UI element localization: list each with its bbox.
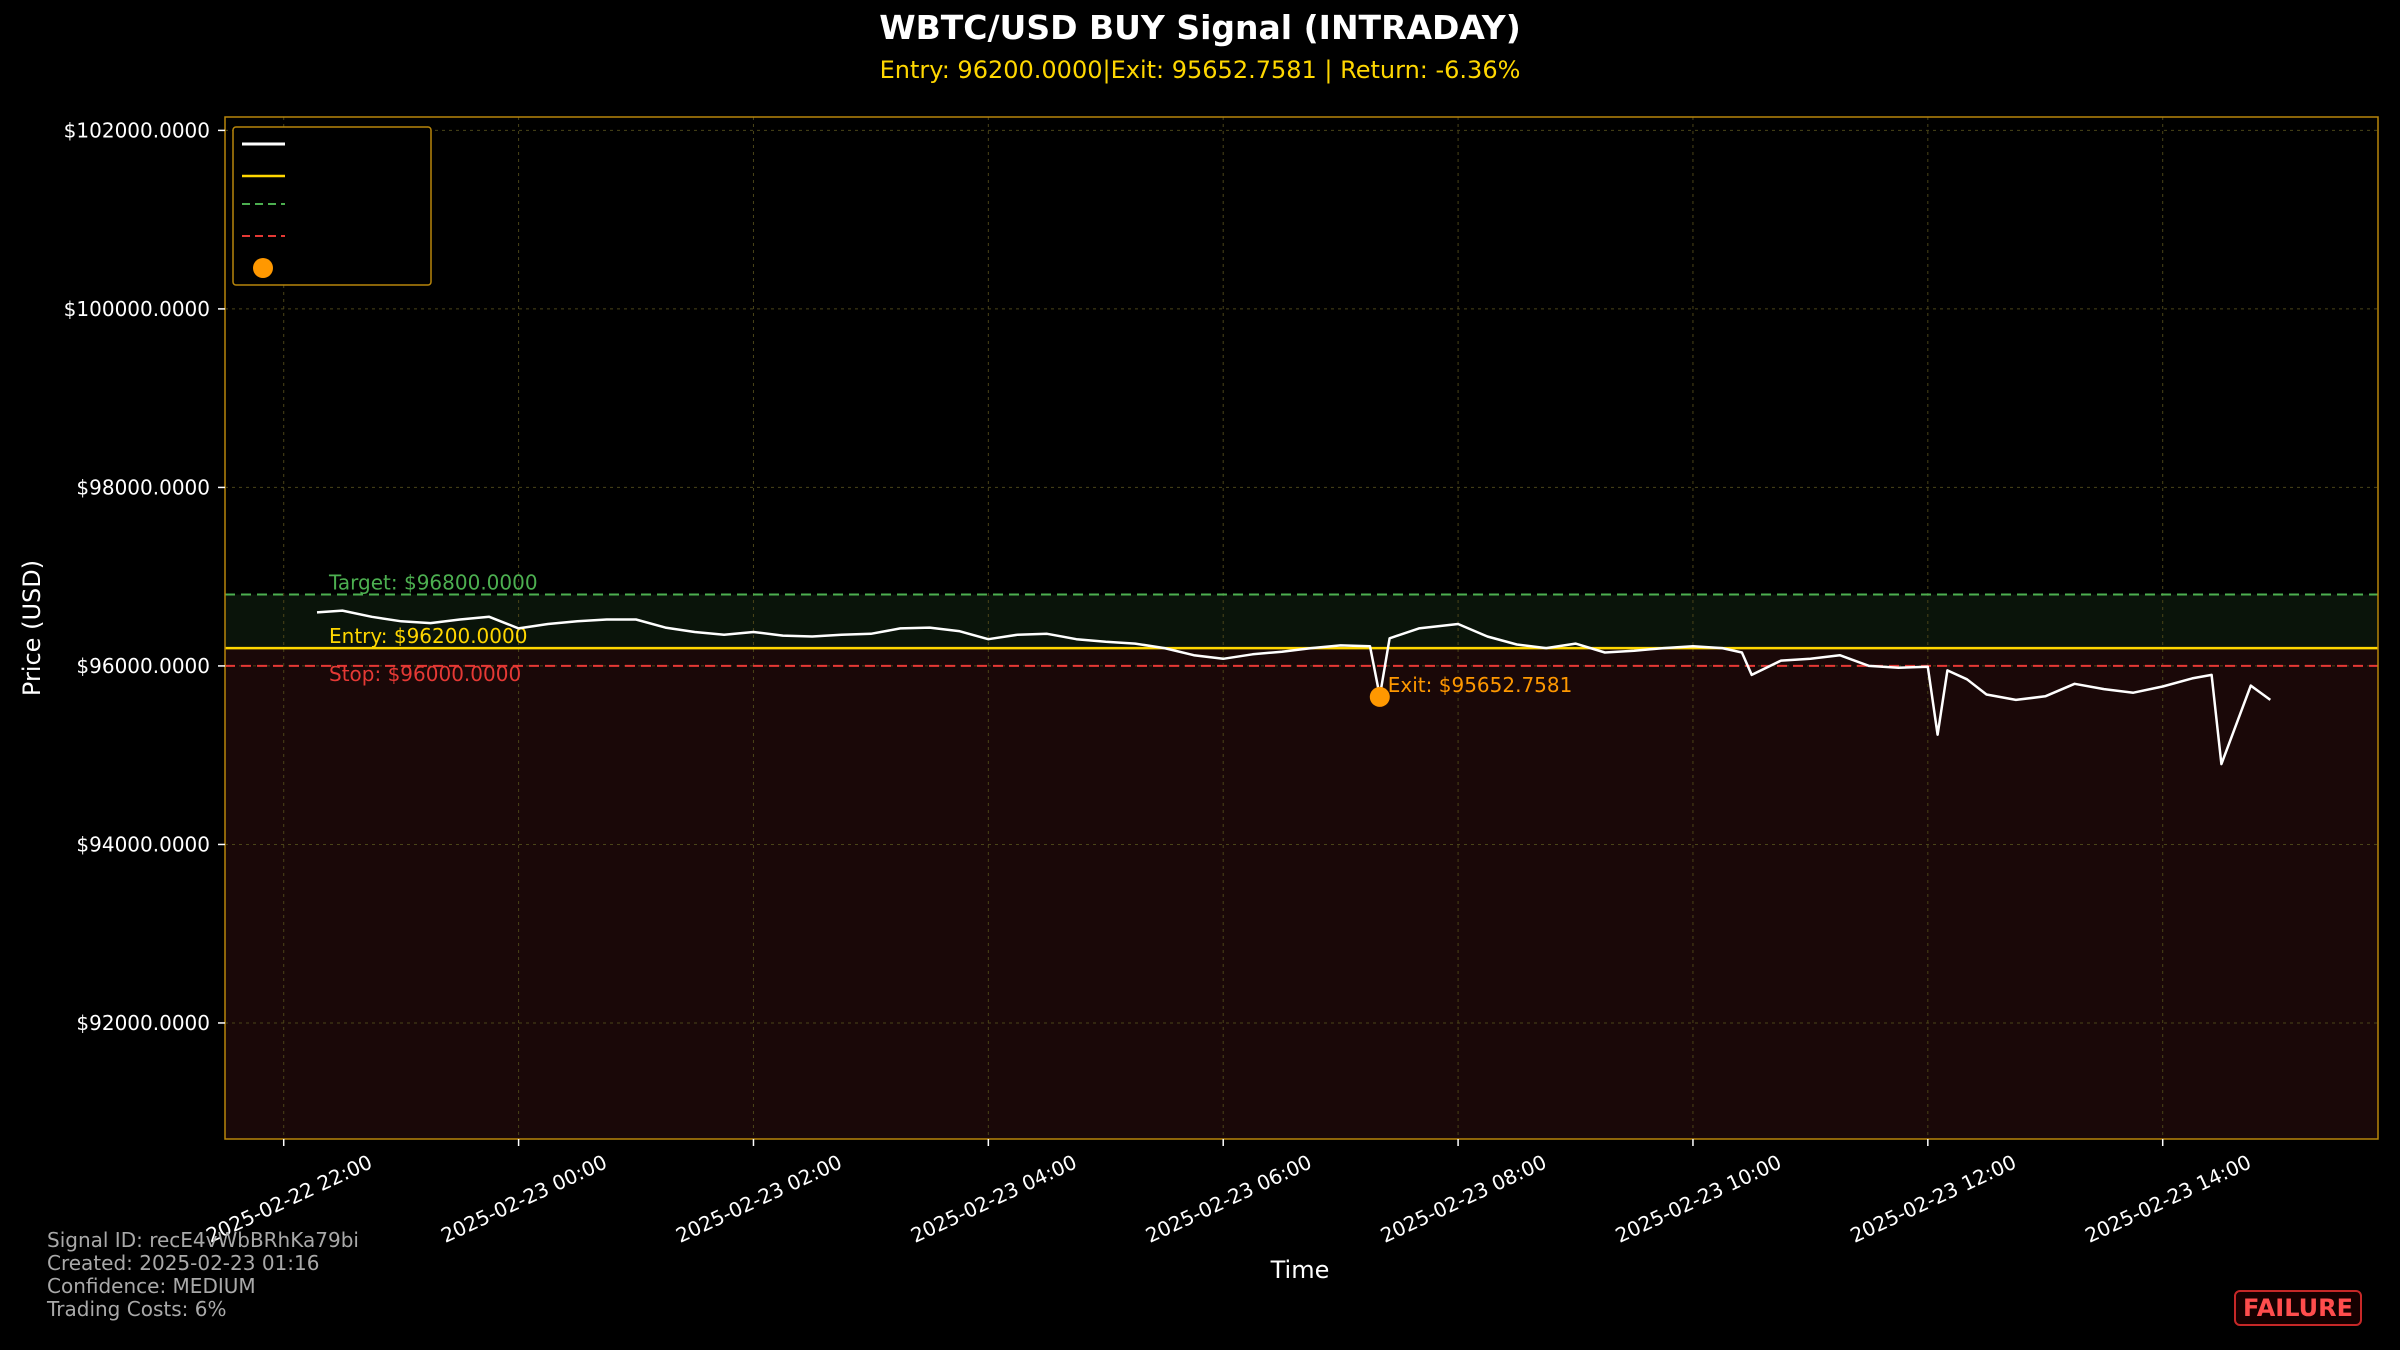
x-tick-label: 2025-02-23 14:00	[2081, 1150, 2254, 1248]
loss-zone	[225, 648, 2378, 1139]
plot-frame	[224, 116, 2379, 1140]
price-line	[316, 609, 2272, 766]
y-tick-label: $98000.0000	[76, 475, 210, 499]
x-tick-label: 2025-02-23 04:00	[907, 1150, 1080, 1248]
profit-zone	[225, 594, 2378, 649]
exit-marker	[1369, 686, 1390, 707]
created-date: Created: 2025-02-23 01:16	[47, 1251, 320, 1275]
legend-box	[232, 126, 432, 286]
y-tick-label: $100000.0000	[64, 297, 210, 321]
y-tick-label: $94000.0000	[76, 832, 210, 856]
exit-label: Exit: $95652.7581	[1388, 673, 1573, 697]
confidence: Confidence: MEDIUM	[47, 1274, 256, 1298]
x-axis-label: Time	[1270, 1256, 1330, 1284]
result-badge: FAILURE	[2234, 1290, 2362, 1326]
legend	[232, 126, 432, 286]
y-tick-label: $102000.0000	[64, 118, 210, 142]
stop-label: Stop: $96000.0000	[329, 662, 521, 686]
x-tick-label: 2025-02-23 06:00	[1142, 1150, 1315, 1248]
y-tick-label: $92000.0000	[76, 1011, 210, 1035]
entry-label: Entry: $96200.0000	[329, 624, 527, 648]
signal-id: Signal ID: recE4vWbBRhKa79bi	[47, 1228, 359, 1252]
x-tick-label: 2025-02-23 00:00	[437, 1150, 610, 1248]
x-tick-label: 2025-02-23 12:00	[1846, 1150, 2019, 1248]
x-tick-label: 2025-02-23 08:00	[1377, 1150, 1550, 1248]
x-tick-label: 2025-02-23 02:00	[672, 1150, 845, 1248]
target-label: Target: $96800.0000	[328, 571, 538, 595]
trading-costs: Trading Costs: 6%	[47, 1297, 227, 1321]
chart-subtitle: Entry: 96200.0000|Exit: 95652.7581 | Ret…	[879, 56, 1521, 84]
y-tick-label: $96000.0000	[76, 654, 210, 678]
legend-exit-swatch	[253, 258, 273, 278]
y-axis-label: Price (USD)	[18, 560, 46, 696]
chart-title: WBTC/USD BUY Signal (INTRADAY)	[879, 8, 1521, 47]
x-tick-label: 2025-02-23 10:00	[1612, 1150, 1785, 1248]
